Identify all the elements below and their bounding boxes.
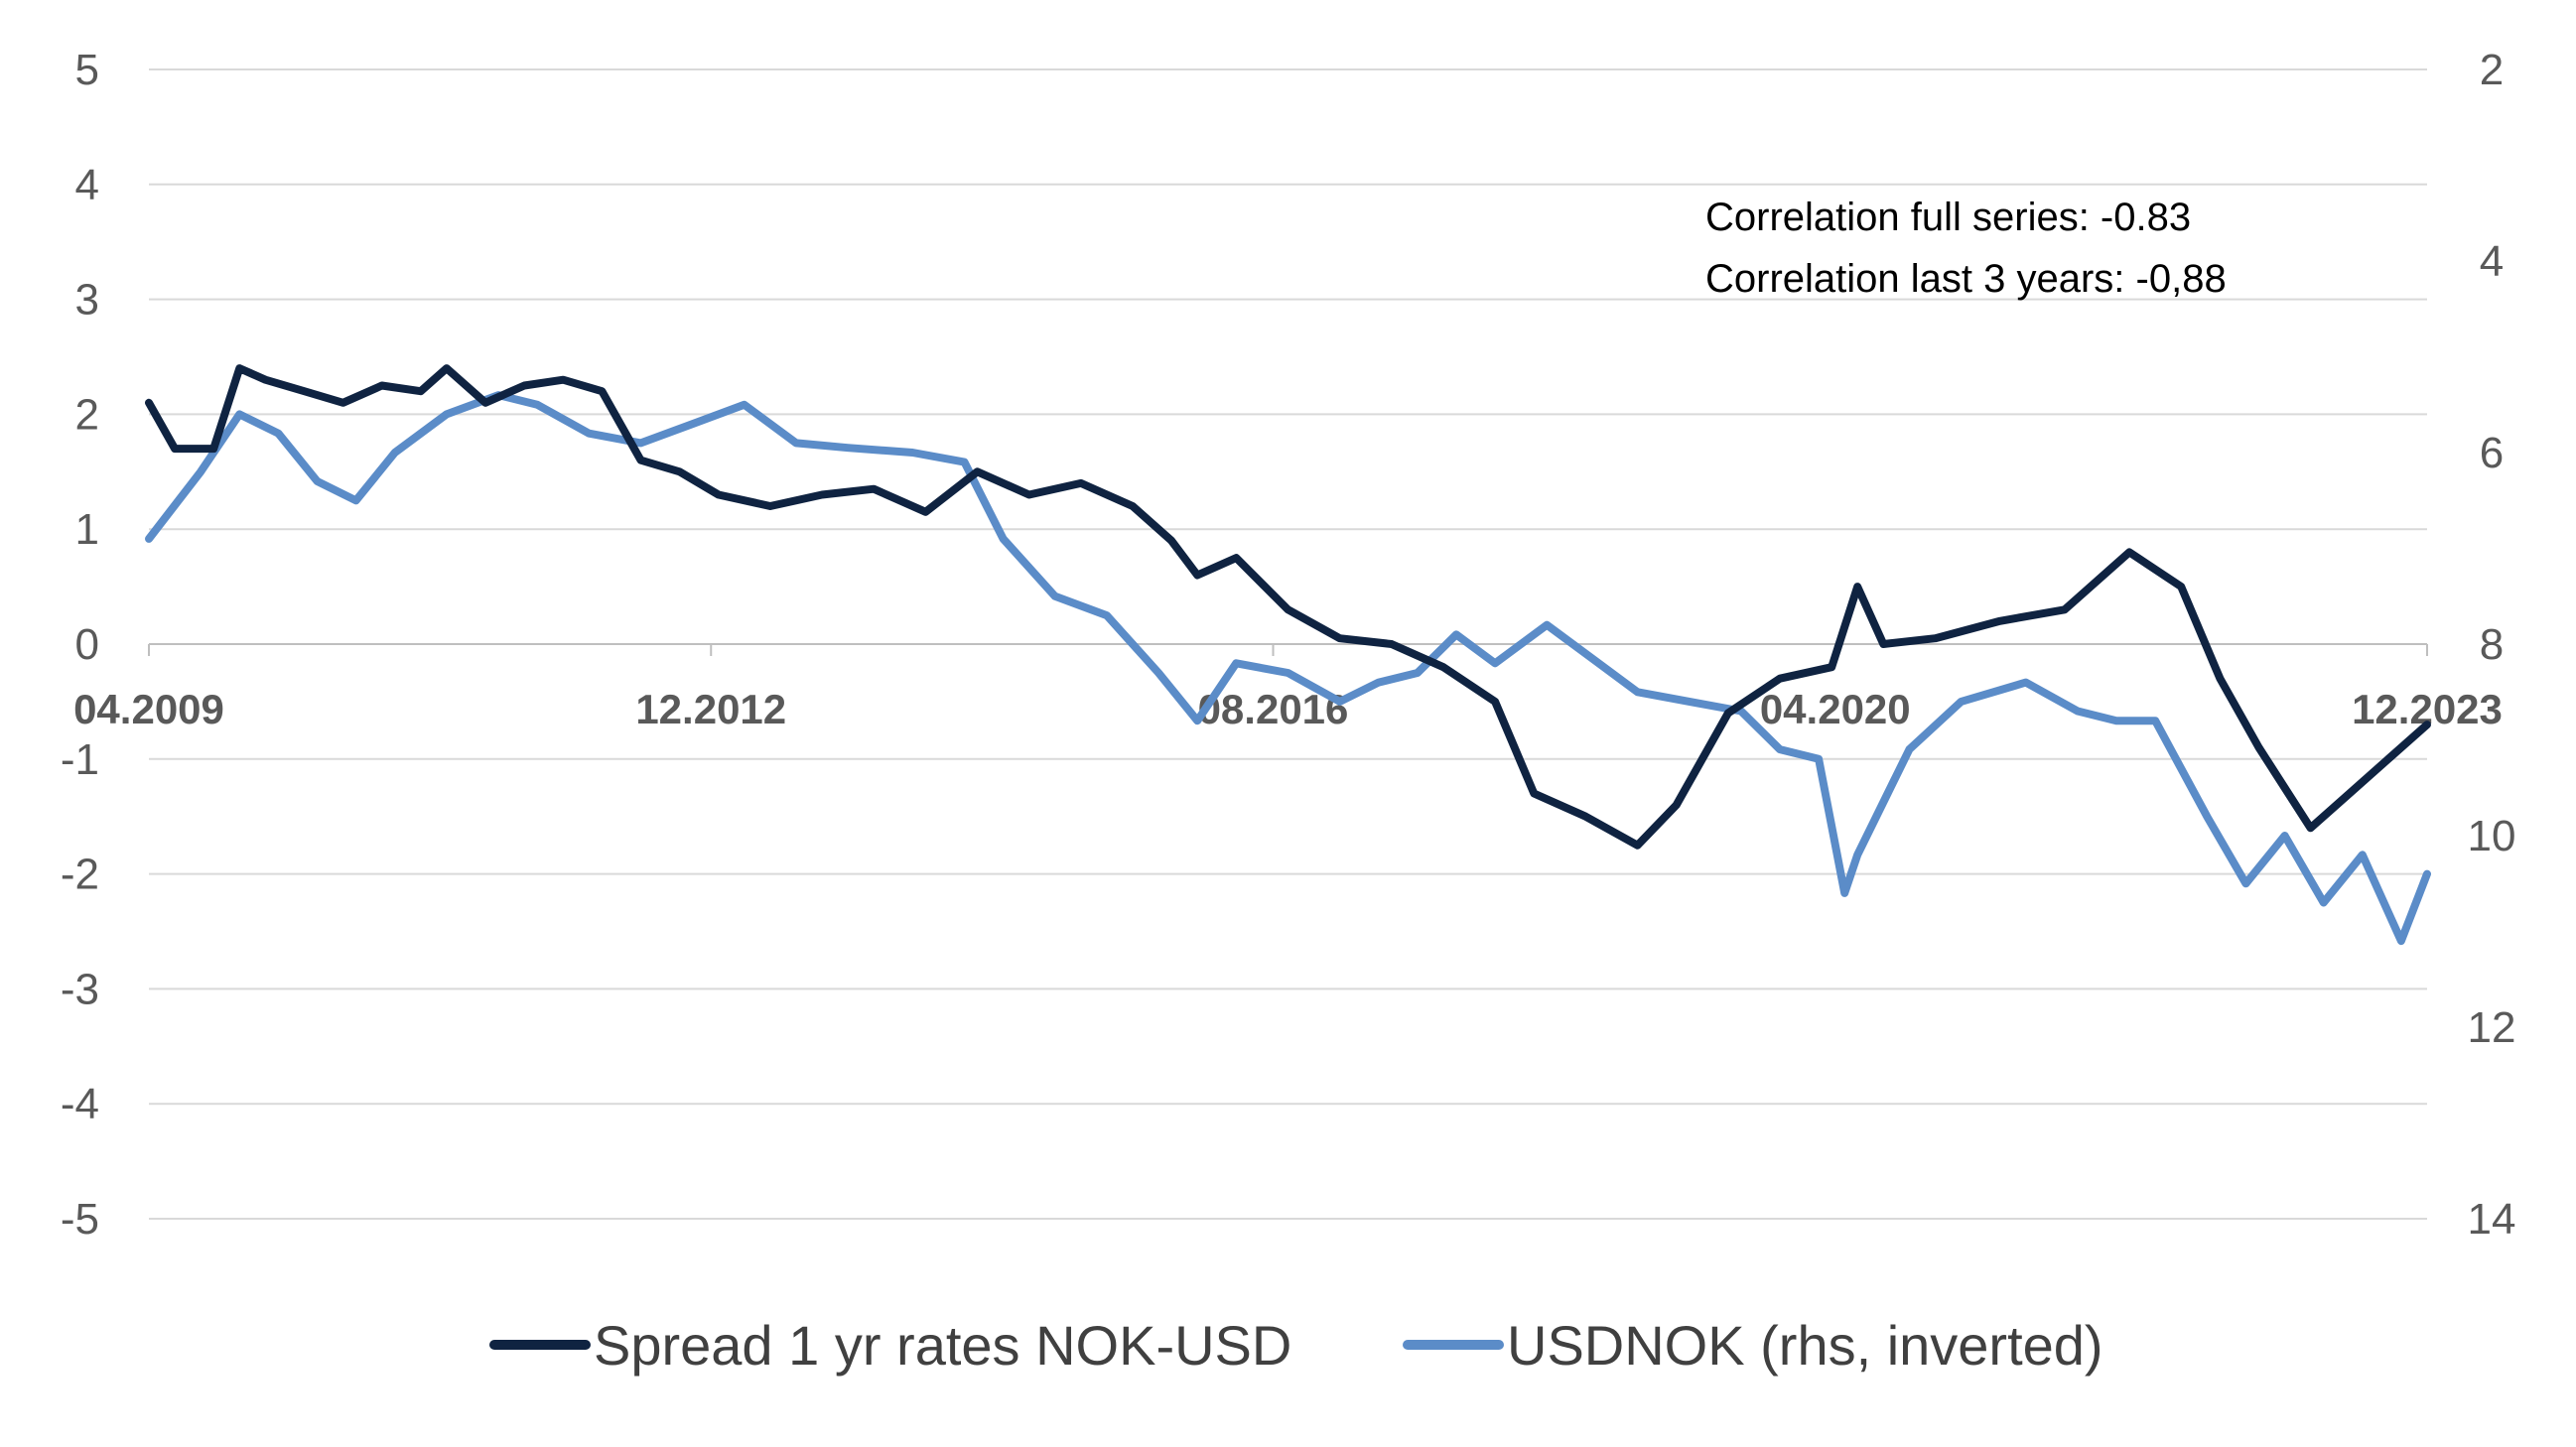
right-y-axis: 2 4 6 8 10 12 14 xyxy=(2468,46,2516,1244)
right-y-tick-label: 8 xyxy=(2480,620,2504,669)
x-axis: 04.2009 12.2012 08.2016 04.2020 12.2023 xyxy=(73,643,2503,732)
series-line-usdnok xyxy=(145,391,2431,946)
left-y-tick-label: 1 xyxy=(75,505,99,554)
left-y-tick-label: 5 xyxy=(75,46,99,94)
legend-label: USDNOK (rhs, inverted) xyxy=(1507,1314,2103,1377)
left-y-axis: 5 4 3 2 1 0 -1 -2 -3 -4 -5 xyxy=(61,46,99,1244)
left-y-tick-label: 0 xyxy=(75,620,99,669)
x-tick-label: 04.2009 xyxy=(73,686,224,732)
x-tick-label: 12.2012 xyxy=(635,686,786,732)
right-y-tick-label: 6 xyxy=(2480,429,2504,477)
right-y-tick-label: 10 xyxy=(2468,812,2516,860)
right-y-tick-label: 14 xyxy=(2468,1195,2516,1244)
left-y-tick-label: -2 xyxy=(61,851,99,899)
series-line-spread xyxy=(145,364,2431,850)
legend: Spread 1 yr rates NOK-USD USDNOK (rhs, in… xyxy=(489,1314,2103,1377)
left-y-tick-label: -5 xyxy=(61,1195,99,1244)
correlation-annotations: Correlation full series: -0.83 Correlatio… xyxy=(1705,196,2227,301)
left-y-tick-label: 4 xyxy=(75,161,99,209)
series-lines xyxy=(145,364,2431,946)
x-tick-label: 04.2020 xyxy=(1760,686,1911,732)
left-y-tick-label: 3 xyxy=(75,276,99,325)
legend-label: Spread 1 yr rates NOK-USD xyxy=(594,1314,1291,1377)
correlation-annotation: Correlation full series: -0.83 xyxy=(1705,196,2191,239)
left-y-tick-label: -3 xyxy=(61,965,99,1013)
right-y-tick-label: 4 xyxy=(2480,237,2504,286)
right-y-tick-label: 12 xyxy=(2468,1003,2516,1052)
left-y-tick-label: -1 xyxy=(61,735,99,784)
right-y-tick-label: 2 xyxy=(2480,46,2504,94)
correlation-annotation: Correlation last 3 years: -0,88 xyxy=(1705,257,2227,301)
left-y-tick-label: -4 xyxy=(61,1080,99,1128)
left-y-tick-label: 2 xyxy=(75,390,99,439)
